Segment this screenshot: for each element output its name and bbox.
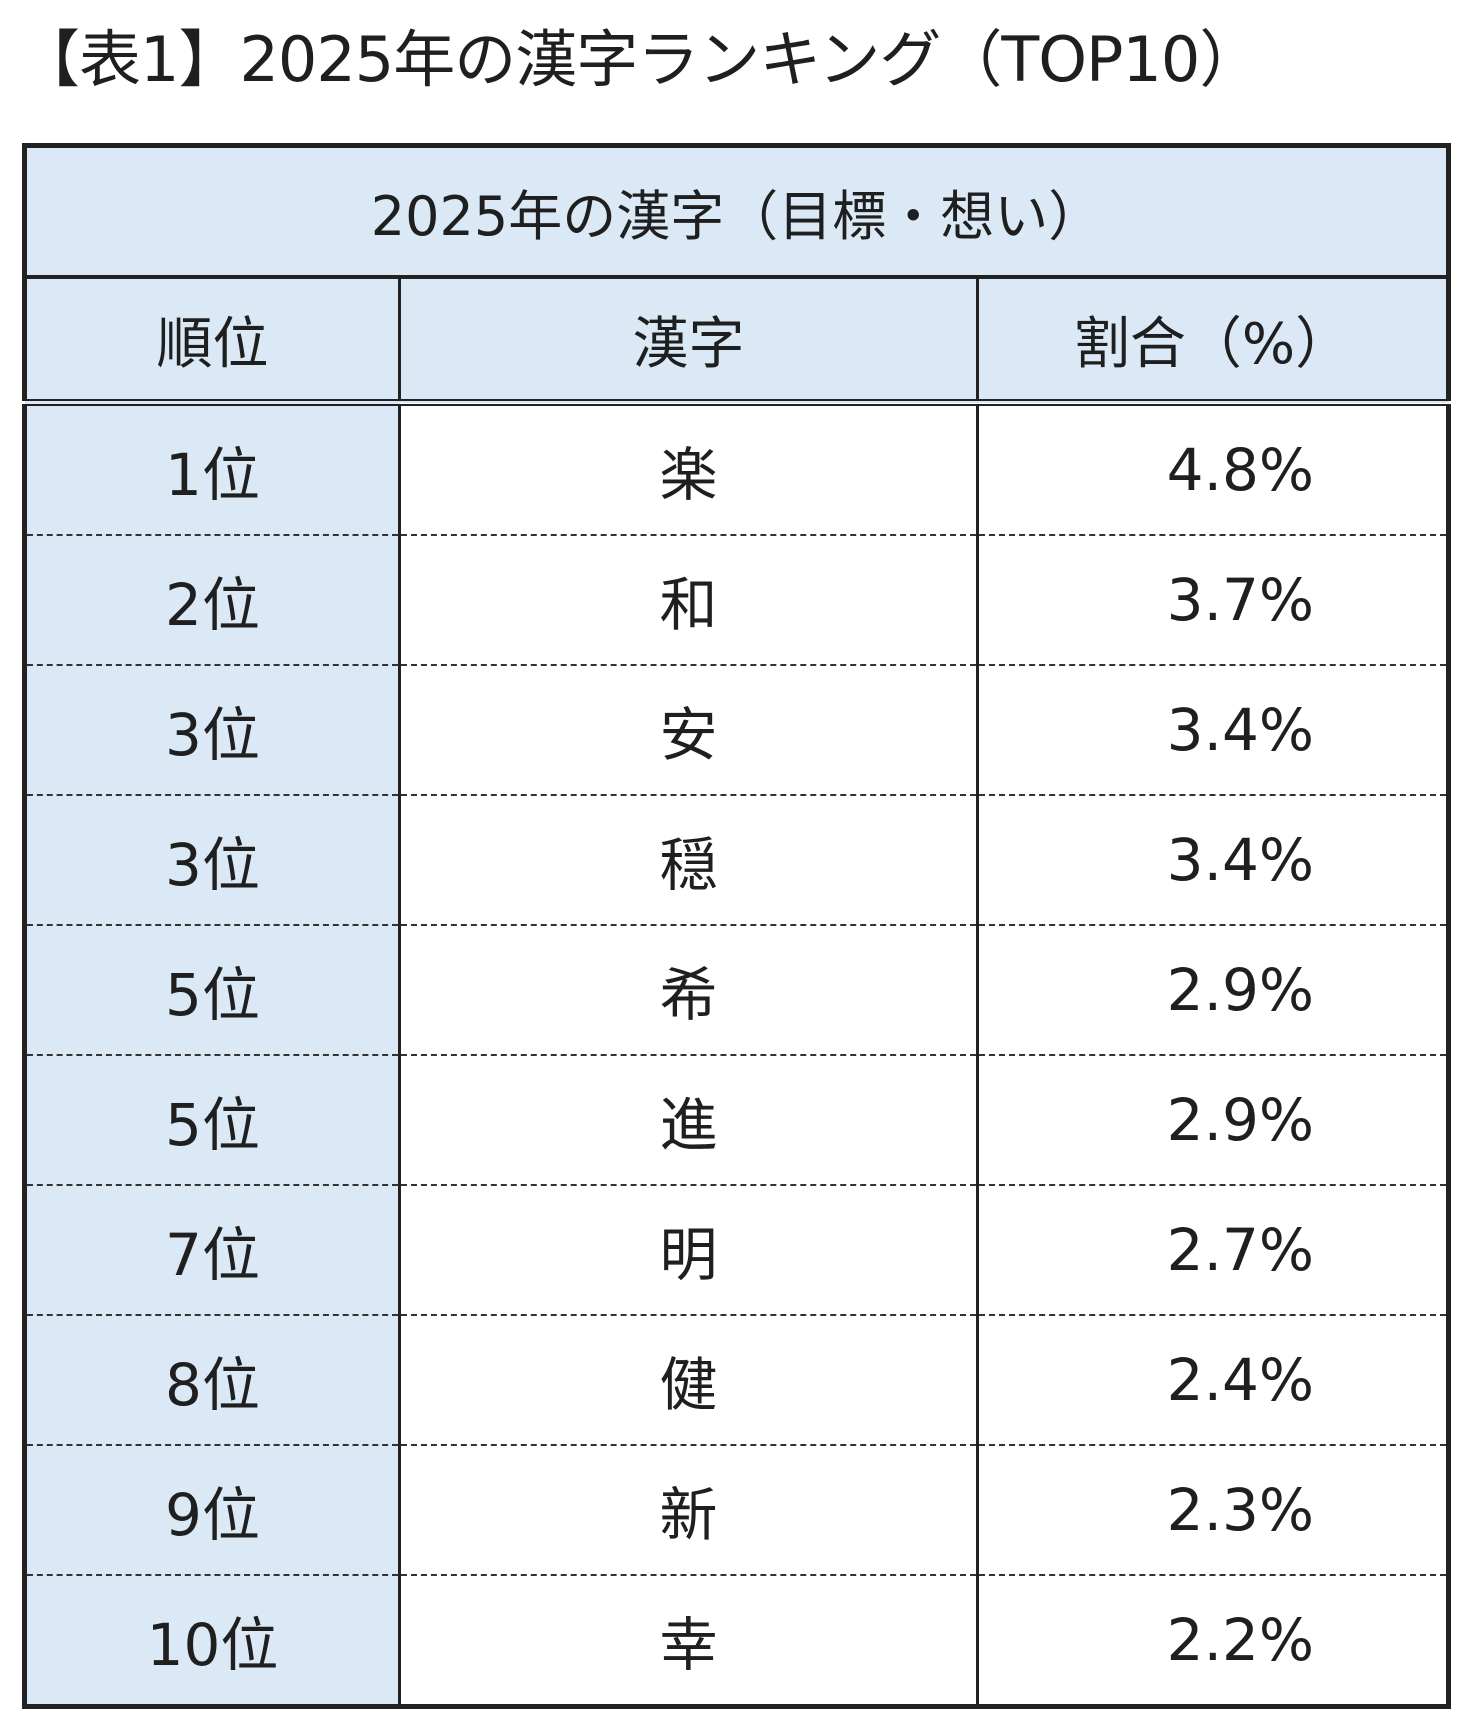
column-header-row: 順位 漢字 割合（%） (24, 277, 1449, 406)
percent-cell: 2.3% (975, 1444, 1449, 1575)
percent-cell: 4.8% (975, 402, 1449, 535)
kanji-cell: 明 (398, 1184, 978, 1315)
column-header-percent: 割合（%） (975, 277, 1449, 406)
table-row: 2位和 3.7% (24, 534, 1449, 665)
rank-cell: 2位 (24, 534, 400, 665)
percent-cell: 3.4% (975, 664, 1449, 795)
table-row: 1位楽 4.8% (24, 402, 1449, 535)
percent-cell: 3.7% (975, 534, 1449, 665)
table-caption: 2025年の漢字（目標・想い） (24, 145, 1449, 279)
rank-cell: 5位 (24, 924, 400, 1055)
kanji-cell: 健 (398, 1314, 978, 1445)
percent-cell: 2.7% (975, 1184, 1449, 1315)
rank-cell: 3位 (24, 664, 400, 795)
kanji-cell: 和 (398, 534, 978, 665)
percent-cell: 2.4% (975, 1314, 1449, 1445)
table-row: 8位健 2.4% (24, 1314, 1449, 1445)
rank-cell: 1位 (24, 402, 400, 535)
percent-cell: 2.2% (975, 1574, 1449, 1707)
table-row: 3位安 3.4% (24, 664, 1449, 795)
page-title: 【表1】2025年の漢字ランキング（TOP10） (18, 23, 1261, 96)
table-row: 9位新 2.3% (24, 1444, 1449, 1575)
table-row: 7位明 2.7% (24, 1184, 1449, 1315)
rank-cell: 8位 (24, 1314, 400, 1445)
percent-cell: 2.9% (975, 924, 1449, 1055)
kanji-cell: 楽 (398, 402, 978, 535)
kanji-cell: 進 (398, 1054, 978, 1185)
percent-cell: 2.9% (975, 1054, 1449, 1185)
column-header-rank: 順位 (24, 277, 400, 406)
kanji-cell: 安 (398, 664, 978, 795)
kanji-cell: 穏 (398, 794, 978, 925)
rank-cell: 10位 (24, 1574, 400, 1707)
rank-cell: 7位 (24, 1184, 400, 1315)
kanji-cell: 幸 (398, 1574, 978, 1707)
table-row: 10位幸 2.2% (24, 1574, 1449, 1707)
rank-cell: 9位 (24, 1444, 400, 1575)
table-body: 1位楽 4.8% 2位和 3.7% 3位安 3.4% 3位穏 3.4% 5位希 2.9% 5位進 2.… (24, 402, 1449, 1707)
rank-cell: 5位 (24, 1054, 400, 1185)
percent-cell: 3.4% (975, 794, 1449, 925)
kanji-cell: 希 (398, 924, 978, 1055)
table-row: 5位希 2.9% (24, 924, 1449, 1055)
table-row: 3位穏 3.4% (24, 794, 1449, 925)
table-row: 5位進 2.9% (24, 1054, 1449, 1185)
column-header-kanji: 漢字 (398, 277, 978, 406)
kanji-cell: 新 (398, 1444, 978, 1575)
rank-cell: 3位 (24, 794, 400, 925)
kanji-ranking-table: 2025年の漢字（目標・想い） 順位 漢字 割合（%） 1位楽 4.8% 2位和 3.… (22, 143, 1452, 1709)
